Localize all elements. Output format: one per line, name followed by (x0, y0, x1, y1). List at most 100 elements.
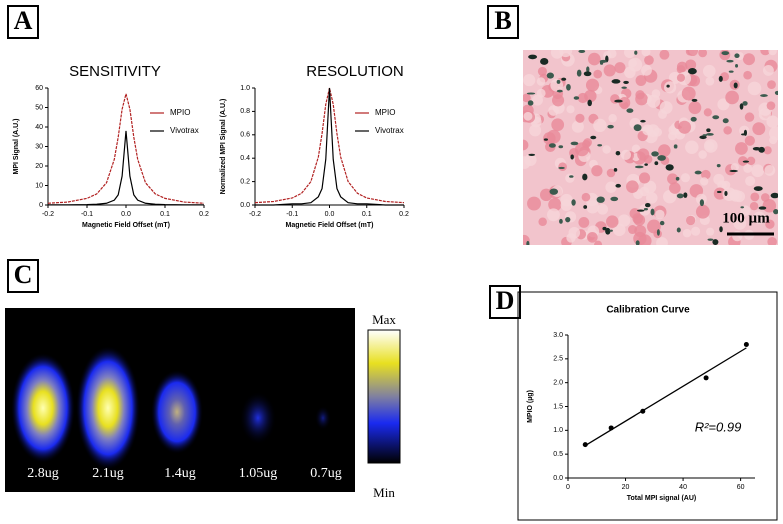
cell (587, 231, 598, 243)
cell (686, 215, 696, 226)
cell (676, 73, 686, 82)
y-tick-label: 0.5 (553, 451, 563, 458)
cell (566, 105, 575, 114)
cell (574, 142, 589, 157)
iron-deposit (526, 240, 530, 245)
x-tick-label: 40 (679, 484, 687, 491)
y-tick-label: 1.5 (553, 403, 563, 410)
y-tick-label: 2.5 (553, 356, 563, 363)
signal-blob (315, 406, 331, 430)
iron-deposit (587, 99, 592, 107)
x-tick-label: 0.0 (325, 211, 335, 218)
amount-label: 0.7ug (310, 466, 342, 481)
iron-deposit (607, 124, 614, 129)
cell (695, 193, 707, 205)
iron-deposit (675, 176, 680, 181)
x-tick-label: -0.1 (286, 211, 298, 218)
cell (698, 50, 708, 58)
cell (618, 97, 631, 109)
iron-deposit (739, 103, 744, 110)
iron-deposit (656, 229, 660, 236)
cell (548, 197, 562, 212)
cell (749, 201, 759, 211)
y-tick-label: 1.0 (553, 427, 563, 434)
cell (695, 204, 710, 219)
cell (678, 120, 692, 134)
cell (536, 88, 546, 98)
colorbar (367, 329, 401, 464)
cell (608, 114, 617, 123)
cell (617, 214, 631, 227)
cell (603, 64, 616, 77)
x-tick-label: 0 (566, 484, 570, 491)
iron-deposit (753, 186, 763, 191)
colorbar-min: Min (373, 485, 395, 500)
cell (703, 139, 718, 153)
histology-image (523, 50, 778, 245)
iron-deposit (634, 50, 638, 55)
x-tick-label: 0.2 (199, 211, 209, 218)
cell (667, 173, 679, 185)
iron-deposit (636, 209, 645, 212)
y-tick-label: 40 (35, 124, 43, 131)
x-axis-label: Magnetic Field Offset (mT) (82, 222, 170, 229)
cell (581, 192, 591, 202)
amount-label: 1.4ug (164, 466, 196, 481)
iron-deposit (716, 164, 721, 168)
cell (523, 139, 529, 151)
iron-deposit (770, 192, 778, 199)
iron-deposit (650, 208, 655, 216)
iron-deposit (634, 165, 644, 169)
iron-deposit (712, 115, 720, 120)
iron-deposit (758, 206, 767, 210)
signal-blob (76, 346, 140, 470)
chart-title: RESOLUTION (306, 63, 404, 80)
cell (568, 226, 581, 239)
cell (702, 64, 716, 78)
cell (701, 169, 711, 180)
cell (551, 118, 565, 132)
iron-deposit (613, 168, 618, 172)
y-axis-label: MPIO (µg) (527, 390, 534, 423)
iron-deposit (546, 72, 554, 79)
panel-label: C (14, 260, 33, 289)
cell (691, 226, 701, 236)
cell (638, 172, 651, 184)
iron-deposit (687, 68, 697, 75)
cell (763, 146, 772, 155)
cell (638, 234, 652, 245)
cell (659, 101, 673, 115)
signal-blob (11, 353, 75, 463)
cell (687, 50, 699, 57)
cell (732, 230, 743, 242)
iron-deposit (644, 163, 648, 166)
iron-deposit (691, 98, 698, 102)
x-axis-label: Magnetic Field Offset (mT) (286, 222, 374, 229)
iron-deposit (735, 64, 739, 68)
iron-deposit (706, 132, 714, 136)
panel-label-box (489, 285, 521, 319)
series-line (254, 87, 405, 204)
cell (685, 140, 699, 154)
iron-deposit (556, 79, 561, 84)
iron-deposit (543, 138, 548, 141)
iron-deposit (609, 229, 613, 232)
cell (766, 101, 776, 111)
iron-deposit (526, 92, 536, 95)
cell (698, 150, 707, 159)
cell (529, 124, 542, 137)
cell (597, 203, 609, 215)
x-tick-label: -0.1 (81, 211, 93, 218)
cell (744, 135, 755, 146)
iron-deposit (549, 188, 559, 195)
iron-deposit (571, 199, 576, 206)
y-tick-label: 20 (35, 163, 43, 170)
cell (527, 196, 541, 211)
colorbar-max: Max (372, 312, 396, 327)
legend-label: MPIO (375, 108, 395, 117)
iron-deposit (643, 208, 648, 211)
cell (761, 193, 770, 202)
cell (743, 164, 753, 173)
cell (747, 81, 762, 96)
